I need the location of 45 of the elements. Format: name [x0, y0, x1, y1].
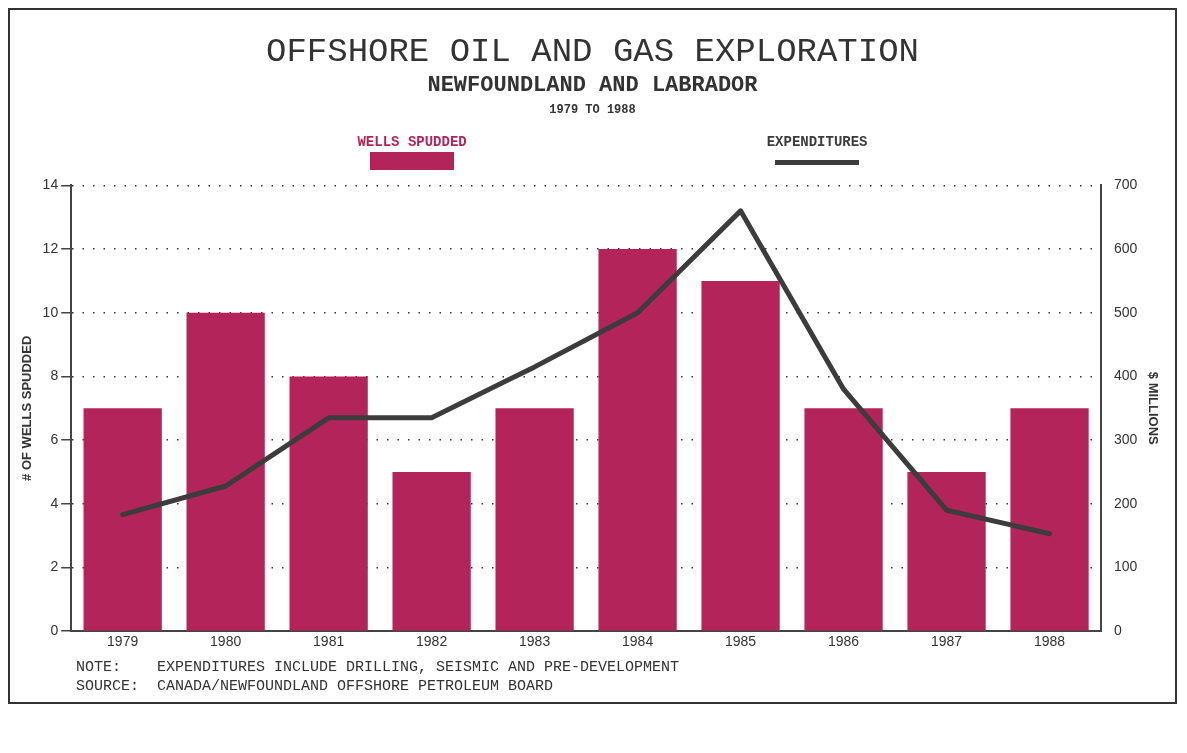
bar — [804, 408, 883, 631]
y2-axis-title: $ MILLIONS — [1145, 371, 1161, 446]
y-tick-label: 12 — [42, 239, 59, 256]
bar — [83, 408, 162, 631]
text: NOTE: EXPENDITURES INCLUDE DRILLING, SEISMIC AND PRE-DEVELOPMENT — [76, 658, 681, 677]
x-tick-label: 1981 — [313, 633, 345, 650]
x-tick-label: 1986 — [828, 633, 860, 650]
source-note: SOURCE: CANADA/NEWFOUNDLAND OFFSHORE PETROLEUM BOARD — [76, 677, 555, 696]
x-tick-label: 1985 — [725, 633, 757, 650]
chart-subtitle: NEWFOUNDLAND AND LABRADOR — [426, 72, 759, 100]
bar — [392, 471, 471, 631]
y-tick-label: 0 — [50, 622, 59, 639]
y-tick-label: 14 — [42, 176, 59, 193]
bar — [907, 471, 986, 631]
x-tick-label: 1988 — [1033, 633, 1066, 650]
bar — [186, 312, 265, 631]
y-tick-label: 8 — [50, 367, 59, 384]
y-tick-label: 4 — [50, 494, 59, 511]
y2-tick-label: 100 — [1114, 558, 1138, 575]
bar — [598, 249, 677, 631]
x-tick-label: 1983 — [519, 633, 551, 650]
y2-tick-label: 700 — [1114, 176, 1138, 193]
text: WELLS SPUDDED — [357, 134, 467, 150]
text: EXPENDITURES — [766, 134, 868, 150]
y2-tick-label: 600 — [1114, 239, 1138, 256]
y2-tick-label: 0 — [1114, 622, 1123, 639]
y2-tick-label: 500 — [1114, 303, 1138, 320]
text: 1979 TO 1988 — [548, 102, 637, 119]
bar — [495, 408, 574, 631]
x-tick-label: 1980 — [210, 633, 242, 650]
y2-tick-label: 300 — [1114, 431, 1138, 447]
chart-title: OFFSHORE OIL AND GAS EXPLORATION — [265, 32, 920, 72]
x-tick-label: 1984 — [622, 633, 654, 650]
y2-tick-label: 400 — [1114, 367, 1138, 384]
y2-tick-label: 200 — [1114, 494, 1138, 511]
x-tick-label: 1987 — [930, 633, 963, 650]
bar — [1010, 408, 1089, 631]
x-tick-label: 1979 — [107, 633, 139, 650]
bar — [289, 376, 368, 631]
y-tick-label: 6 — [50, 431, 59, 447]
x-tick-label: 1982 — [416, 633, 448, 650]
y-tick-label: 10 — [42, 303, 59, 320]
bar — [701, 280, 780, 631]
y-axis-title: # OF WELLS SPUDDED — [19, 335, 35, 481]
y-tick-label: 2 — [50, 558, 59, 575]
